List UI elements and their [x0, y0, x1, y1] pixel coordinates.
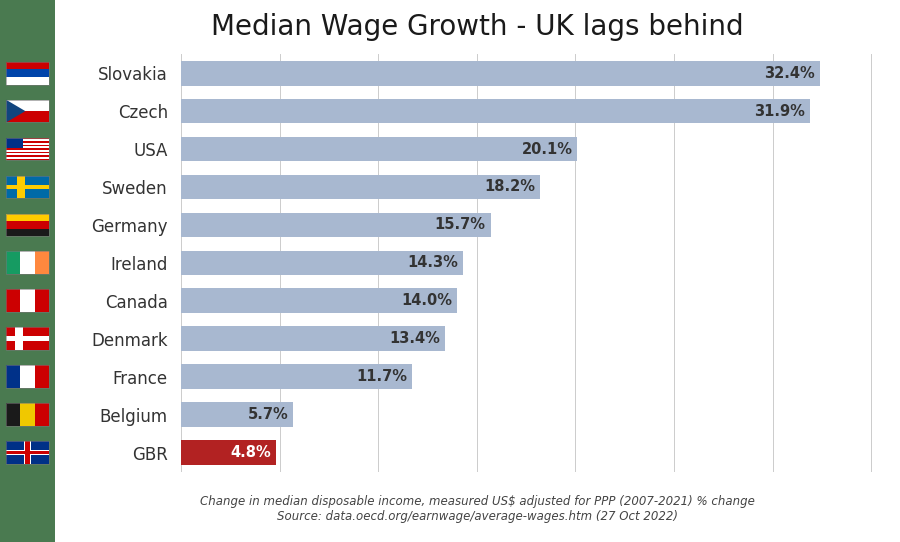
Text: Change in median disposable income, measured US$ adjusted for PPP (2007-2021) % : Change in median disposable income, meas… — [200, 495, 755, 523]
Bar — [181, 288, 457, 313]
Text: 15.7%: 15.7% — [435, 217, 486, 233]
Text: 20.1%: 20.1% — [521, 141, 572, 157]
Text: 11.7%: 11.7% — [356, 369, 407, 384]
Bar — [181, 402, 293, 427]
Bar — [181, 175, 540, 199]
Text: 31.9%: 31.9% — [754, 104, 806, 119]
Bar — [181, 250, 463, 275]
Bar — [181, 440, 275, 465]
Bar — [181, 326, 446, 351]
Bar — [181, 61, 820, 86]
Text: 14.0%: 14.0% — [401, 293, 452, 308]
Text: 13.4%: 13.4% — [390, 331, 440, 346]
Text: 4.8%: 4.8% — [230, 445, 271, 460]
Text: 18.2%: 18.2% — [484, 179, 535, 195]
Bar — [181, 212, 490, 237]
Text: 5.7%: 5.7% — [248, 407, 289, 422]
Text: 14.3%: 14.3% — [407, 255, 458, 270]
Text: Median Wage Growth - UK lags behind: Median Wage Growth - UK lags behind — [212, 13, 743, 41]
Bar — [181, 364, 412, 389]
Bar — [181, 137, 578, 162]
Bar — [181, 99, 810, 124]
Text: 32.4%: 32.4% — [764, 66, 815, 81]
